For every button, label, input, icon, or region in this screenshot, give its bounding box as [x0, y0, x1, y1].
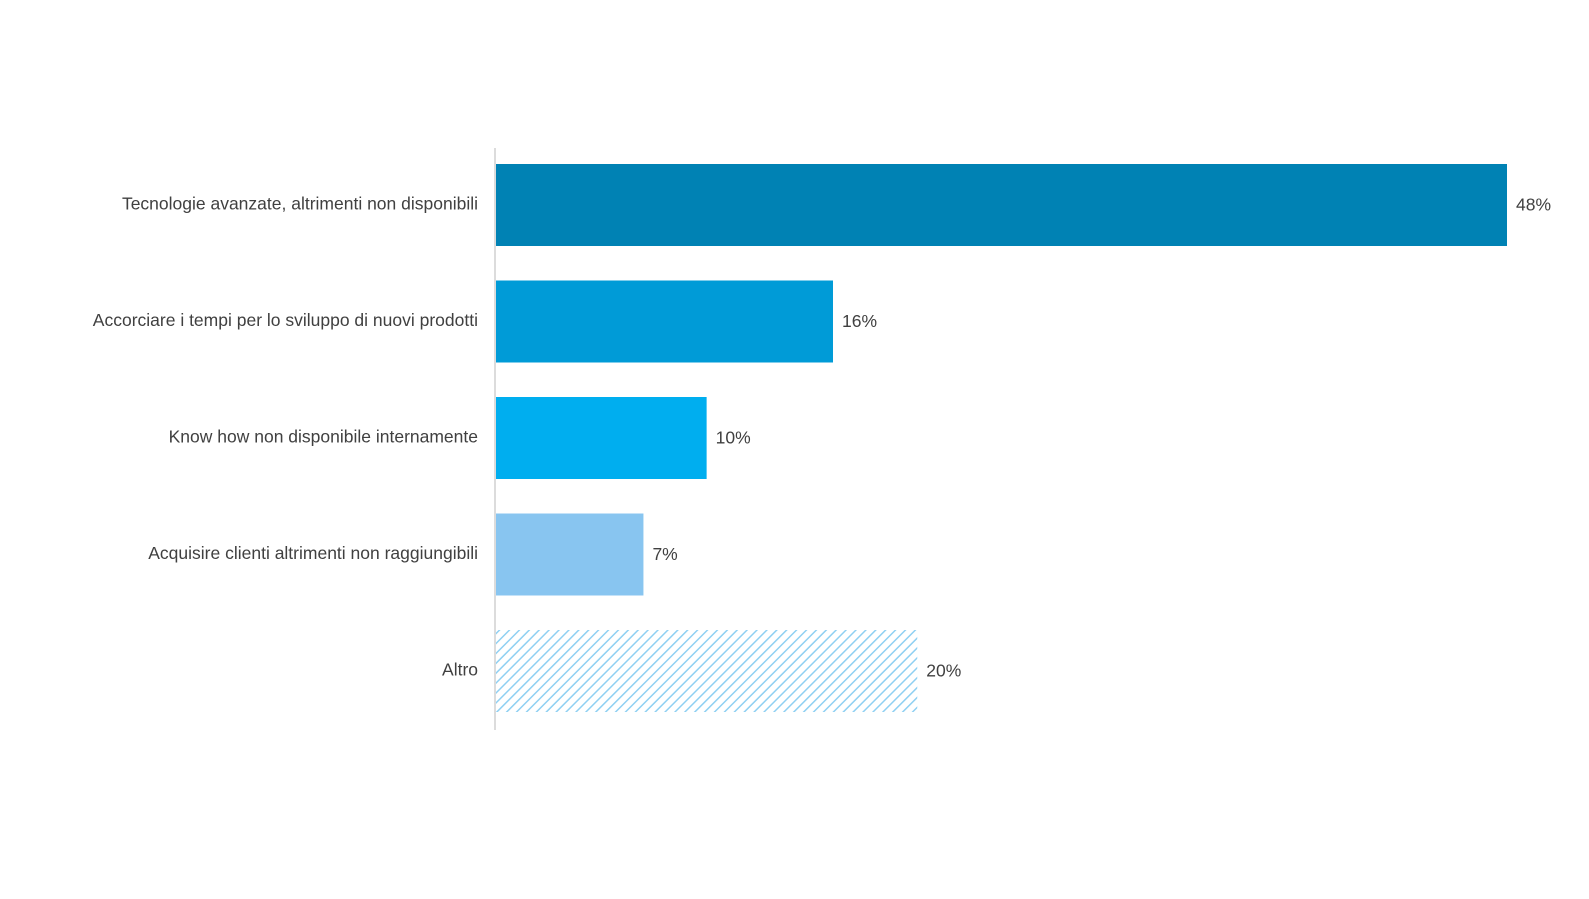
category-label: Know how non disponibile internamente	[169, 427, 478, 447]
value-label: 48%	[1516, 195, 1551, 215]
value-label: 20%	[926, 661, 961, 681]
category-labels-group: Tecnologie avanzate, altrimenti non disp…	[93, 194, 478, 680]
value-label: 10%	[716, 428, 751, 448]
bar	[496, 397, 707, 479]
bar	[496, 513, 644, 596]
value-label: 7%	[652, 544, 677, 564]
bar	[496, 164, 1507, 246]
bar	[496, 280, 833, 363]
category-label: Accorciare i tempi per lo sviluppo di nu…	[93, 310, 478, 330]
value-labels-group: 48% 16% 10% 7% 20%	[652, 195, 1551, 681]
category-label: Tecnologie avanzate, altrimenti non disp…	[122, 194, 478, 214]
value-label: 16%	[842, 311, 877, 331]
bar	[496, 630, 918, 712]
category-label: Altro	[442, 660, 478, 680]
category-label: Acquisire clienti altrimenti non raggiun…	[148, 543, 478, 563]
bars-group	[496, 164, 1507, 712]
